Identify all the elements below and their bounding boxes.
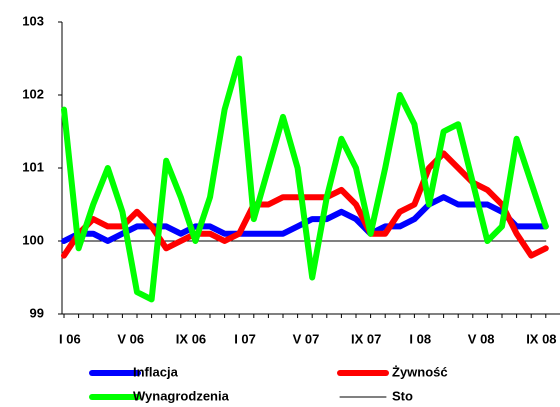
x-tick-label: IX 08 (526, 331, 556, 346)
y-tick-label: 99 (30, 305, 44, 320)
legend-label: Żywność (392, 364, 448, 379)
x-tick-label: I 07 (234, 331, 256, 346)
legend-label: Wynagrodzenia (133, 388, 230, 403)
x-tick-label: IX 07 (351, 331, 381, 346)
legend-label: Sto (392, 388, 413, 403)
x-tick-label: I 06 (59, 331, 81, 346)
y-tick-label: 103 (22, 13, 44, 28)
y-tick-label: 101 (22, 159, 44, 174)
series-line (61, 55, 549, 303)
x-tick-label: I 08 (409, 331, 431, 346)
legend-label: Inflacja (133, 364, 179, 379)
y-tick-label: 102 (22, 86, 44, 101)
x-tick-label: V 06 (117, 331, 144, 346)
y-tick-label: 100 (22, 232, 44, 247)
x-tick-label: V 07 (293, 331, 320, 346)
x-tick-label: V 08 (468, 331, 495, 346)
series-line (61, 150, 549, 259)
x-tick-label: IX 06 (176, 331, 206, 346)
